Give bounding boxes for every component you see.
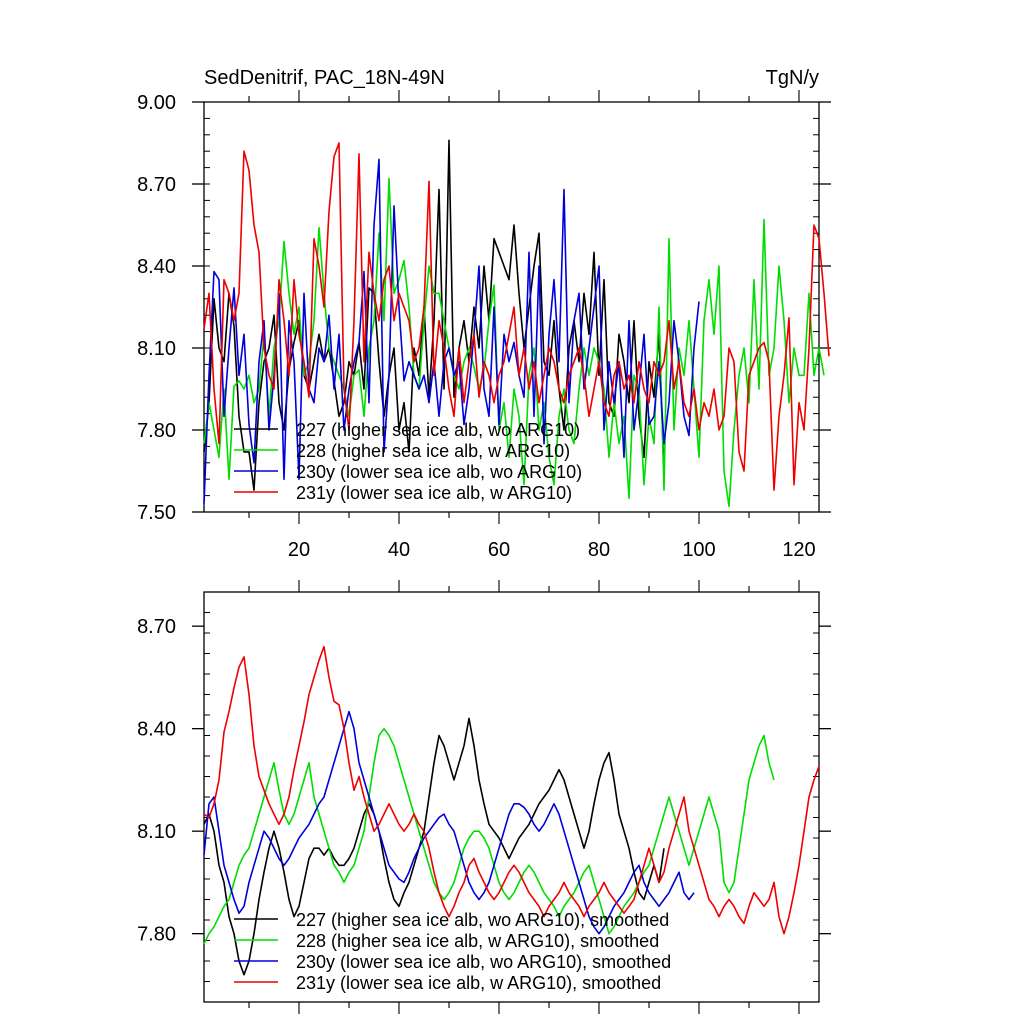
series-line-2 <box>203 710 695 935</box>
y-tick-label: 8.10 <box>137 821 176 843</box>
bottom-panel: 7.80 8.10 8.40 8.70 227 (higher sea ice alb,… <box>137 580 831 1014</box>
series-line-2 <box>203 158 700 504</box>
legend-label-0: 227 (higher sea ice alb, wo ARG10), smoo… <box>296 910 669 930</box>
y-tick-label: 8.70 <box>137 174 176 196</box>
series-line-1 <box>203 727 775 945</box>
x-tick-label: 100 <box>682 539 715 561</box>
chart-units: TgN/y <box>766 67 819 89</box>
y-tick-label: 8.70 <box>137 616 176 638</box>
y-tick-label: 8.40 <box>137 719 176 741</box>
x-tick-label: 80 <box>588 539 610 561</box>
x-tick-label: 40 <box>388 539 410 561</box>
series-line-0 <box>203 717 665 976</box>
y-tick-label: 7.80 <box>137 420 176 442</box>
plot-frame <box>203 101 820 513</box>
legend-label-2: 230y (lower sea ice alb, wo ARG10), smoo… <box>296 952 671 972</box>
y-tick-label: 8.10 <box>137 338 176 360</box>
legend-label-2: 230y (lower sea ice alb, wo ARG10) <box>296 462 582 482</box>
legend-label-1: 228 (higher sea ice alb, w ARG10) <box>296 441 570 461</box>
y-tick-label: 9.00 <box>137 92 176 114</box>
y-tick-label: 7.50 <box>137 502 176 524</box>
y-tick-label: 8.40 <box>137 256 176 278</box>
x-tick-label: 120 <box>782 539 815 561</box>
legend-label-1: 228 (higher sea ice alb, w ARG10), smoot… <box>296 931 659 951</box>
y-tick-label: 7.80 <box>137 924 176 946</box>
legend-label-0: 227 (higher sea ice alb, wo ARG10) <box>296 420 580 440</box>
x-tick-label: 20 <box>288 539 310 561</box>
chart-title: SedDenitrif, PAC_18N-49N <box>204 67 445 89</box>
x-tick-label: 60 <box>488 539 510 561</box>
series-line-3 <box>203 645 820 935</box>
legend-label-3: 231y (lower sea ice alb, w ARG10), smoot… <box>296 973 661 993</box>
top-panel: 7.50 7.80 8.10 8.40 8.70 9.00 20 40 60 80 100 120 22… <box>137 90 831 561</box>
series-line-3 <box>203 142 830 491</box>
legend-label-3: 231y (lower sea ice alb, w ARG10) <box>296 483 572 503</box>
series-line-0 <box>203 139 665 491</box>
